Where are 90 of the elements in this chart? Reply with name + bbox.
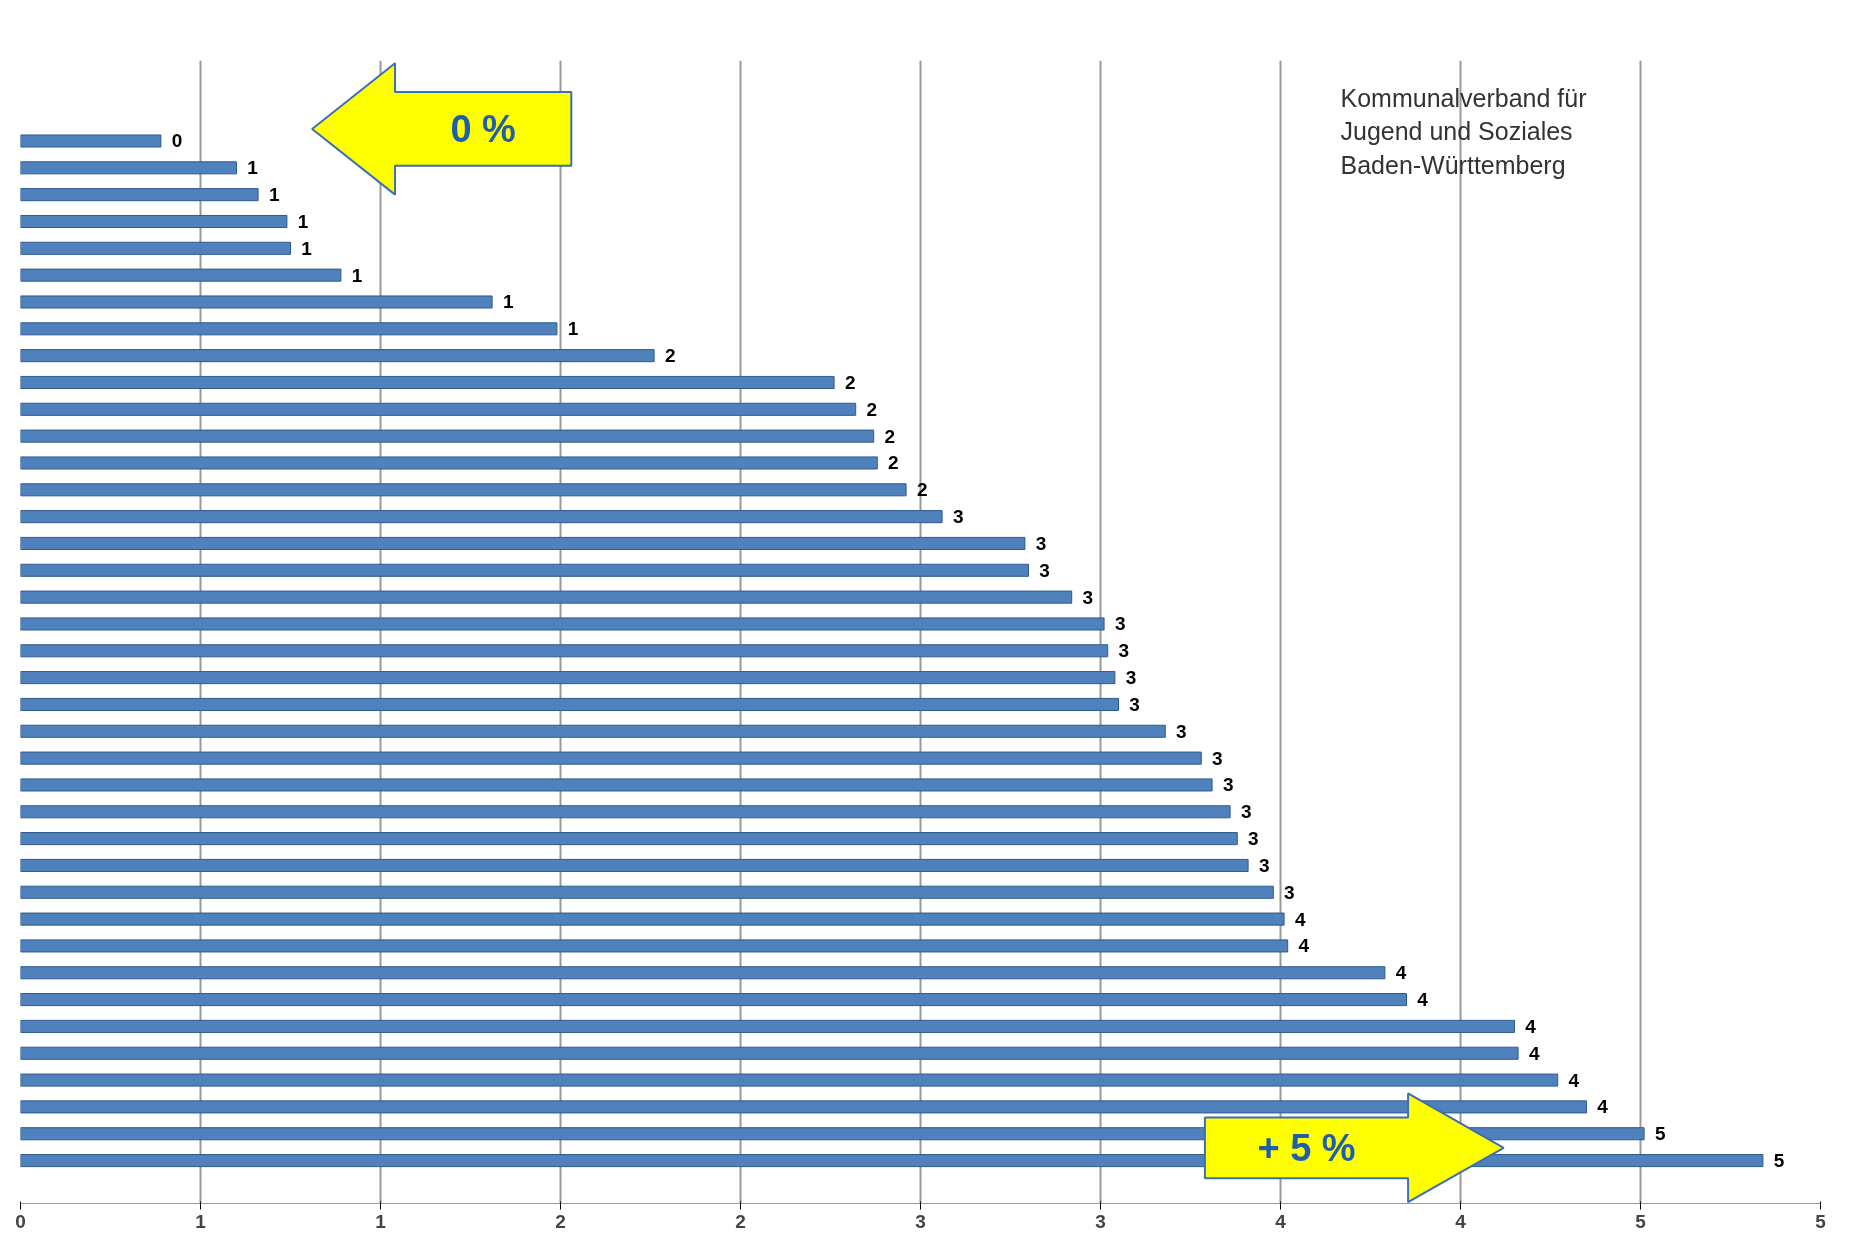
- bar: [20, 349, 655, 363]
- data-label: 3: [952, 506, 964, 528]
- data-label: 4: [1294, 908, 1306, 930]
- bar: [20, 724, 1166, 738]
- bar: [20, 805, 1231, 819]
- bar: [20, 966, 1386, 980]
- x-tick-label: 5: [1635, 1210, 1647, 1232]
- bar: [20, 671, 1116, 685]
- data-label: 1: [351, 264, 363, 286]
- data-label: 4: [1528, 1042, 1540, 1064]
- bar: [20, 536, 1026, 550]
- data-label: 3: [1176, 720, 1187, 742]
- data-label: 1: [247, 157, 259, 179]
- data-label: 1: [301, 237, 313, 259]
- data-label: 3: [1125, 667, 1137, 689]
- data-label: 4: [1417, 989, 1429, 1011]
- bar: [20, 456, 878, 470]
- x-tick-label: 3: [915, 1210, 926, 1232]
- data-label: 2: [884, 425, 896, 447]
- data-label: 3: [1118, 640, 1130, 662]
- bar: [20, 214, 288, 229]
- annotation: + 5 %: [1257, 1126, 1356, 1169]
- annotation: Kommunalverband für Jugend und Soziales Baden-Württemberg: [1340, 83, 1587, 179]
- data-label: 4: [1525, 1015, 1537, 1037]
- data-label: 2: [916, 479, 928, 501]
- bar: [20, 402, 857, 416]
- bar: [20, 134, 162, 148]
- x-tick-label: 4: [1275, 1210, 1287, 1232]
- bar: [20, 993, 1407, 1007]
- bar: [20, 590, 1073, 604]
- x-tick-label: 2: [555, 1210, 566, 1232]
- bar: [20, 778, 1213, 792]
- x-tick-label: 5: [1815, 1210, 1827, 1232]
- data-label: 0: [171, 130, 183, 152]
- bar: [20, 268, 342, 282]
- bar: [20, 161, 237, 175]
- bar: [20, 510, 943, 524]
- bar: [20, 1100, 1587, 1114]
- data-label: 3: [1039, 559, 1050, 581]
- data-label: 4: [1298, 935, 1310, 957]
- x-tick-label: 4: [1455, 1210, 1467, 1232]
- data-label: 5: [1773, 1150, 1785, 1172]
- bar: [20, 751, 1202, 765]
- bar: [20, 617, 1105, 631]
- bar: [20, 241, 291, 255]
- data-label: 2: [664, 345, 676, 367]
- bar: [20, 858, 1249, 872]
- data-label: 3: [1284, 881, 1295, 903]
- bar: [20, 1019, 1515, 1033]
- bar: [20, 832, 1238, 846]
- bar: [20, 912, 1285, 926]
- data-label: 1: [502, 291, 514, 313]
- data-label: 5: [1654, 1123, 1666, 1145]
- data-label: 3: [1258, 854, 1270, 876]
- data-label: 3: [1222, 774, 1234, 796]
- bar: [20, 885, 1274, 899]
- data-label: 4: [1395, 962, 1407, 984]
- bar: [20, 429, 875, 443]
- bar: [20, 322, 558, 336]
- bar: [20, 1046, 1519, 1060]
- data-label: 2: [888, 452, 899, 474]
- bar: [20, 644, 1109, 658]
- x-tick-label: 0: [15, 1210, 26, 1232]
- bar: [20, 697, 1119, 711]
- data-label: 3: [1035, 532, 1047, 554]
- annotation: 0 %: [450, 107, 516, 150]
- x-tick-label: 3: [1095, 1210, 1106, 1232]
- data-label: 3: [1082, 586, 1094, 608]
- data-label: 1: [297, 210, 309, 232]
- data-label: 1: [567, 318, 579, 340]
- data-label: 3: [1248, 828, 1259, 850]
- x-tick-label: 2: [735, 1210, 746, 1232]
- bar: [20, 483, 907, 497]
- data-label: 3: [1212, 747, 1223, 769]
- x-tick-label: 1: [195, 1210, 207, 1232]
- data-label: 4: [1597, 1096, 1609, 1118]
- bar: [20, 1073, 1559, 1087]
- data-label: 1: [268, 184, 280, 206]
- bar: [20, 939, 1289, 953]
- data-label: 3: [1114, 613, 1126, 635]
- bar: [20, 375, 835, 390]
- data-label: 2: [844, 371, 856, 393]
- bar: [20, 188, 259, 202]
- data-label: 3: [1240, 801, 1252, 823]
- bar: [20, 563, 1029, 577]
- x-tick-label: 1: [375, 1210, 387, 1232]
- data-label: 4: [1568, 1069, 1580, 1091]
- data-label: 2: [866, 398, 878, 420]
- data-label: 3: [1129, 693, 1140, 715]
- bar: [20, 295, 493, 309]
